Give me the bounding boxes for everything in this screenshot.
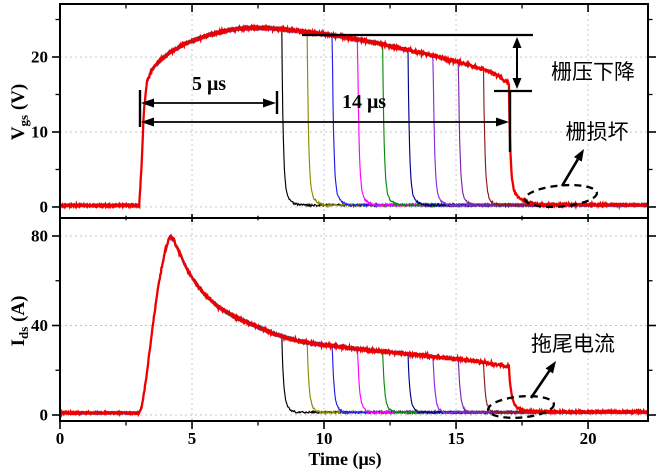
arrowhead — [141, 117, 154, 127]
y-tick-label: 40 — [31, 316, 48, 335]
drain-current-grid — [60, 218, 648, 421]
gate-damage-ellipse — [523, 183, 599, 209]
trace-pulse-1-drain-current — [60, 236, 648, 416]
x-tick-label: 20 — [580, 429, 597, 448]
span5-label: 5 μs — [192, 73, 226, 95]
x-tick-label: 5 — [188, 429, 197, 448]
y-tick-label: 0 — [40, 406, 49, 425]
x-tick-label: 15 — [448, 429, 465, 448]
trace-pulse-8-drain-current — [60, 235, 648, 416]
trace-pulse-9-drain-current — [60, 235, 648, 416]
trace-pulse-6-gate-voltage — [60, 24, 648, 209]
trace-pulse-8-gate-voltage — [60, 25, 648, 209]
trace-pulse-5-drain-current — [60, 235, 648, 416]
trace-pulse-6-drain-current — [60, 235, 648, 416]
droop-label: 栅压下降 — [551, 60, 635, 84]
panel-border — [59, 217, 649, 422]
trace-pulse-5-gate-voltage — [60, 24, 648, 209]
arrowhead — [263, 98, 276, 108]
arrowhead — [141, 98, 154, 108]
y-tick-label: 10 — [31, 122, 48, 141]
arrowhead — [496, 117, 509, 127]
y-tick-label: 20 — [31, 48, 48, 67]
trace-pulse-10-drain-current — [60, 233, 648, 418]
axes — [52, 3, 656, 429]
arrowhead — [573, 149, 584, 162]
x-tick-label: 0 — [56, 429, 65, 448]
arrowhead — [545, 361, 556, 374]
arrowhead — [512, 78, 522, 89]
trace-pulse-10-gate-voltage — [60, 23, 648, 211]
y-tick-label: 80 — [31, 226, 48, 245]
gate-voltage-traces — [60, 23, 648, 211]
trace-pulse-4-drain-current — [60, 234, 648, 416]
span14-label: 14 μs — [342, 91, 386, 113]
trace-pulse-3-gate-voltage — [60, 24, 648, 209]
trace-pulse-9-gate-voltage — [60, 24, 648, 209]
trace-pulse-7-gate-voltage — [60, 24, 648, 209]
trace-pulse-2-drain-current — [60, 235, 648, 417]
trace-pulse-2-gate-voltage — [60, 24, 648, 209]
vgs-axis-label: Vgs (V) — [8, 84, 31, 140]
gate-damage-label: 栅损坏 — [566, 120, 629, 144]
tail-current-ellipse — [486, 395, 556, 419]
tail-current-label: 拖尾电流 — [531, 332, 615, 356]
trace-pulse-7-drain-current — [60, 235, 648, 416]
trace-pulse-4-gate-voltage — [60, 24, 648, 209]
ids-axis-label: Ids (A) — [8, 296, 31, 347]
y-tick-label: 0 — [40, 197, 49, 216]
trace-pulse-1-gate-voltage — [60, 24, 648, 209]
arrowhead — [512, 37, 522, 48]
time-axis-label: Time (μs) — [308, 449, 381, 470]
trace-pulse-3-drain-current — [60, 234, 648, 416]
tick-labels: 0 5 10 15 20 0 10 20 0 40 80 Vgs (V) Ids (A) Time (μs… — [8, 48, 597, 470]
drain-current-traces — [60, 233, 648, 418]
x-tick-label: 10 — [316, 429, 333, 448]
